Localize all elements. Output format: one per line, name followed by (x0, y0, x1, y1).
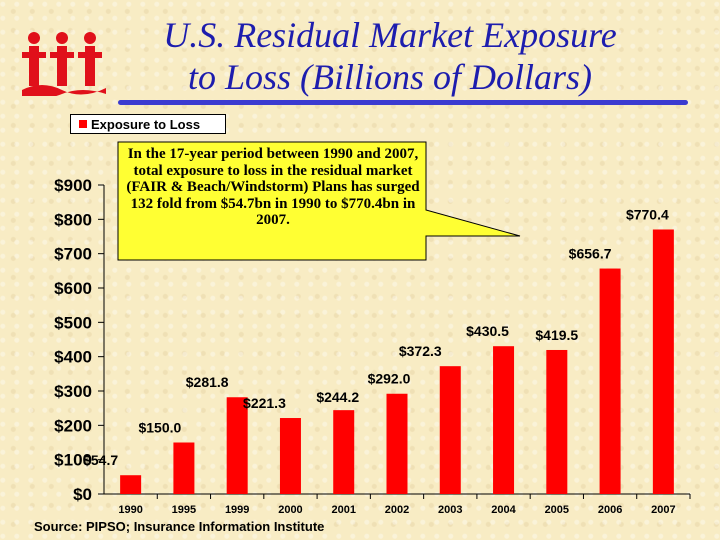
data-label-2006: $656.7 (569, 246, 612, 262)
title-line-2: to Loss (Billions of Dollars) (187, 57, 593, 97)
x-tick-label: 2000 (278, 504, 302, 516)
y-tick-label: $900 (54, 176, 92, 195)
data-label-2007: $770.4 (626, 206, 669, 222)
bar-1995 (173, 442, 195, 494)
y-tick-label: $200 (54, 416, 92, 435)
data-label-2000: $221.3 (243, 395, 286, 411)
source-note: Source: PIPSO; Insurance Information Ins… (34, 519, 325, 534)
y-tick-label: $800 (54, 210, 92, 229)
data-label-1999: $281.8 (186, 374, 229, 390)
y-tick-label: $300 (54, 382, 92, 401)
title-line-1: U.S. Residual Market Exposure (163, 15, 617, 55)
data-label-1995: $150.0 (138, 420, 181, 436)
data-label-2002: $292.0 (368, 371, 411, 387)
legend-swatch (79, 120, 87, 128)
data-label-1990: $54.7 (83, 452, 118, 468)
y-tick-label: $100 (54, 451, 92, 470)
x-tick-label: 2006 (598, 504, 622, 516)
bar-2005 (546, 349, 568, 494)
iii-logo (22, 32, 106, 96)
data-label-2003: $372.3 (399, 343, 442, 359)
callout-text: In the 17-year period between 1990 and 2… (126, 146, 420, 228)
y-tick-label: $0 (73, 485, 92, 504)
bar-2003 (439, 366, 461, 494)
data-label-2005: $419.5 (535, 327, 578, 343)
x-tick-label: 1995 (172, 504, 196, 516)
bar-1990 (120, 475, 142, 494)
x-tick-label: 1999 (225, 504, 249, 516)
bar-2007 (652, 229, 674, 494)
data-label-2001: $244.2 (316, 389, 359, 405)
x-tick-label: 2003 (438, 504, 462, 516)
bar-2000 (279, 418, 301, 494)
y-tick-label: $700 (54, 245, 92, 264)
bar-2002 (386, 393, 408, 494)
x-tick-label: 2004 (491, 504, 516, 516)
slide-title: U.S. Residual Market Exposure to Loss (B… (110, 14, 670, 98)
title-underline (118, 100, 688, 105)
x-tick-label: 2002 (385, 504, 409, 516)
legend-label: Exposure to Loss (91, 117, 201, 132)
bar-1999 (226, 397, 248, 494)
x-tick-label: 2005 (545, 504, 569, 516)
data-label-2004: $430.5 (466, 323, 509, 339)
y-tick-label: $400 (54, 348, 92, 367)
y-tick-label: $600 (54, 279, 92, 298)
chart-legend: Exposure to Loss (70, 114, 226, 134)
bar-2006 (599, 268, 621, 494)
bar-2001 (333, 410, 355, 494)
x-tick-label: 2007 (651, 504, 675, 516)
y-tick-label: $500 (54, 313, 92, 332)
x-tick-label: 2001 (331, 504, 355, 516)
callout-box (117, 141, 521, 261)
bar-2004 (493, 346, 515, 494)
x-tick-label: 1990 (118, 504, 142, 516)
